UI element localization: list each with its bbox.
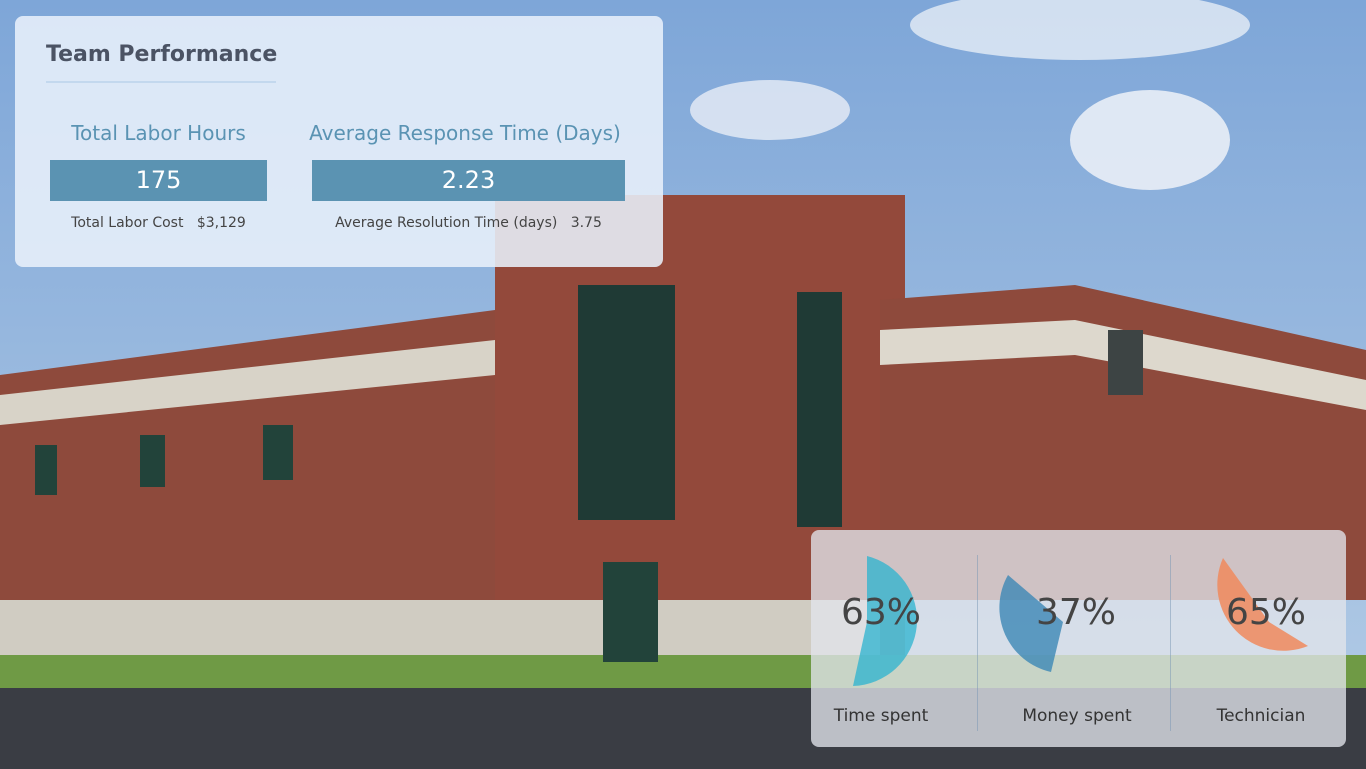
labor-cost-value: $3,129 xyxy=(196,215,246,231)
response-time-value: 2.23 xyxy=(312,160,625,201)
gauge-wedge-time-spent xyxy=(853,556,917,686)
team-performance-card: Team Performance Total Labor Hours 175 T… xyxy=(15,16,663,267)
gauge-percent-money-spent: 37% xyxy=(1035,592,1116,633)
gauge-percent-technician: 65% xyxy=(1225,592,1306,633)
gauge-percent-time-spent: 63% xyxy=(840,592,921,633)
gauge-divider xyxy=(977,555,978,731)
gauges-card: 63% Time spent 37% Money spent 65% Techn… xyxy=(811,530,1346,747)
labor-hours-label: Total Labor Hours xyxy=(71,121,246,145)
title-divider xyxy=(46,81,276,83)
gauge-label-technician: Technician xyxy=(1216,706,1306,726)
gauge-divider xyxy=(1170,555,1171,731)
gauge-label-time-spent: Time spent xyxy=(833,706,929,726)
response-time-label: Average Response Time (Days) xyxy=(309,121,621,145)
resolution-time-label: Average Resolution Time (days) xyxy=(335,215,558,231)
labor-cost-label: Total Labor Cost xyxy=(71,215,184,231)
labor-hours-value: 175 xyxy=(50,160,267,201)
card-title: Team Performance xyxy=(46,42,278,67)
labor-cost: Total Labor Cost $3,129 xyxy=(50,215,267,231)
resolution-time: Average Resolution Time (days) 3.75 xyxy=(312,215,625,231)
gauge-wedge-money-spent xyxy=(999,575,1063,672)
gauge-label-money-spent: Money spent xyxy=(1022,706,1132,726)
resolution-time-value: 3.75 xyxy=(570,215,602,231)
gauge-wedge-technician xyxy=(1217,558,1308,651)
